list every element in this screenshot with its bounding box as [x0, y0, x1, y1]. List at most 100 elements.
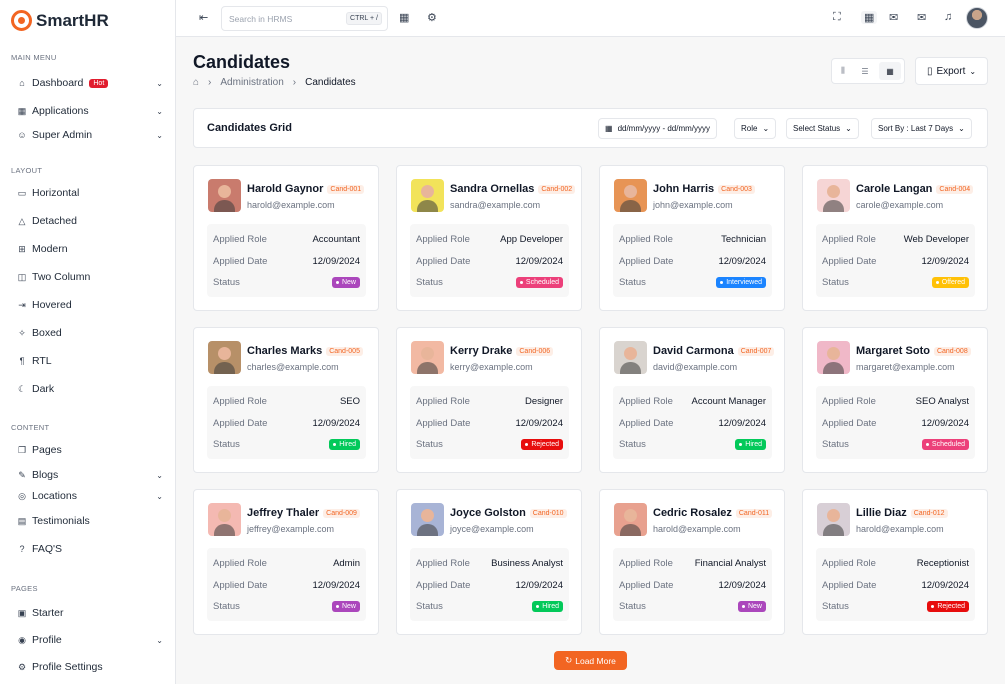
- sidebar-item-starter[interactable]: ▣ Starter: [17, 607, 163, 619]
- list-view-icon[interactable]: ☰: [861, 66, 869, 76]
- sidebar-item-dark[interactable]: ☾ Dark: [17, 383, 163, 395]
- candidate-name[interactable]: David Carmona Cand-007: [653, 345, 775, 357]
- candidate-name[interactable]: Cedric Rosalez Cand-011: [653, 507, 773, 519]
- sidebar-item-blogs[interactable]: ✎ Blogs ⌄: [17, 469, 163, 481]
- candidate-card[interactable]: Lillie Diaz Cand-012 harold@example.com App…: [802, 489, 988, 635]
- mail-icon[interactable]: ✉: [917, 12, 927, 24]
- apps-grid-icon[interactable]: ▦: [399, 12, 410, 24]
- layout-icon[interactable]: ▦: [861, 11, 878, 24]
- candidate-email[interactable]: david@example.com: [653, 362, 738, 372]
- candidate-card[interactable]: Joyce Golston Cand-010 joyce@example.com Ap…: [396, 489, 582, 635]
- status-label: Status: [619, 439, 646, 450]
- sidebar-item-two-column[interactable]: ◫ Two Column: [17, 271, 163, 283]
- collapse-sidebar-icon[interactable]: ⇤: [199, 12, 209, 24]
- candidate-email[interactable]: margaret@example.com: [856, 362, 955, 372]
- settings-icon[interactable]: ⚙: [427, 12, 437, 24]
- candidate-name[interactable]: Sandra Ornellas Cand-002: [450, 183, 576, 195]
- user-avatar[interactable]: [966, 7, 988, 29]
- status-row: Status New: [213, 277, 360, 288]
- candidate-info: Applied Role Business Analyst Applied Date…: [410, 548, 569, 621]
- candidate-card[interactable]: Carole Langan Cand-004 carole@example.com A…: [802, 165, 988, 311]
- export-button[interactable]: ▯ Export ⌄: [915, 57, 988, 85]
- fullscreen-icon[interactable]: ⛶: [833, 11, 841, 23]
- applied-date-label: Applied Date: [416, 256, 471, 267]
- candidate-photo: [817, 503, 850, 536]
- sidebar-item-dashboard[interactable]: ⌂ Dashboard Hot ⌄: [17, 77, 163, 89]
- sidebar-item-super-admin[interactable]: ☺ Super Admin ⌄: [17, 129, 163, 141]
- candidate-name[interactable]: Jeffrey Thaler Cand-009: [247, 507, 360, 519]
- candidate-email[interactable]: kerry@example.com: [450, 362, 533, 372]
- candidate-name[interactable]: Kerry Drake Cand-006: [450, 345, 554, 357]
- candidate-email[interactable]: john@example.com: [653, 200, 733, 210]
- candidate-email[interactable]: joyce@example.com: [450, 524, 534, 534]
- search-input[interactable]: Search in HRMS CTRL + /: [221, 6, 388, 31]
- status-label: Status: [213, 439, 240, 450]
- candidate-card[interactable]: Cedric Rosalez Cand-011 harold@example.com…: [599, 489, 785, 635]
- candidate-email[interactable]: carole@example.com: [856, 200, 944, 210]
- sidebar-item-horizontal[interactable]: ▭ Horizontal: [17, 187, 163, 199]
- candidate-email[interactable]: harold@example.com: [247, 200, 335, 210]
- hot-badge: Hot: [89, 78, 109, 88]
- candidate-name[interactable]: John Harris Cand-003: [653, 183, 755, 195]
- sort-filter[interactable]: Sort By : Last 7 Days ⌄: [871, 118, 972, 139]
- status-label: Status: [416, 277, 443, 288]
- sidebar-item-faqs[interactable]: ? FAQ'S: [17, 543, 163, 555]
- sidebar-item-pages[interactable]: ❐ Pages: [17, 444, 163, 456]
- status-label: Status: [213, 601, 240, 612]
- candidate-name[interactable]: Margaret Soto Cand-008: [856, 345, 971, 357]
- search-shortcut: CTRL + /: [346, 12, 382, 25]
- candidate-card[interactable]: Kerry Drake Cand-006 kerry@example.com Appl…: [396, 327, 582, 473]
- candidate-name[interactable]: Lillie Diaz Cand-012: [856, 507, 948, 519]
- applied-date-row: Applied Date 12/09/2024: [213, 418, 360, 429]
- sidebar-item-profile[interactable]: ◉ Profile ⌄: [17, 634, 163, 646]
- candidate-name[interactable]: Charles Marks Cand-005: [247, 345, 363, 357]
- sidebar-item-label: Dark: [32, 383, 55, 395]
- applied-date-row: Applied Date 12/09/2024: [416, 256, 563, 267]
- chat-icon[interactable]: ✉: [889, 12, 899, 24]
- applied-date-value: 12/09/2024: [718, 580, 766, 591]
- candidate-email[interactable]: jeffrey@example.com: [247, 524, 335, 534]
- candidate-email[interactable]: harold@example.com: [856, 524, 944, 534]
- sidebar-item-testimonials[interactable]: ▤ Testimonials: [17, 515, 163, 527]
- candidate-name[interactable]: Harold Gaynor Cand-001: [247, 183, 365, 195]
- sidebar-item-boxed[interactable]: ✧ Boxed: [17, 327, 163, 339]
- candidate-email[interactable]: harold@example.com: [653, 524, 741, 534]
- candidate-card[interactable]: Harold Gaynor Cand-001 harold@example.com A…: [193, 165, 379, 311]
- sidebar-item-applications[interactable]: ▦ Applications ⌄: [17, 105, 163, 117]
- candidate-card[interactable]: Charles Marks Cand-005 charles@example.com…: [193, 327, 379, 473]
- status-badge: Hired: [329, 439, 360, 450]
- sidebar-item-rtl[interactable]: ¶ RTL: [17, 355, 163, 367]
- candidate-card[interactable]: Sandra Ornellas Cand-002 sandra@example.co…: [396, 165, 582, 311]
- status-badge: New: [331, 601, 360, 612]
- candidate-name[interactable]: Carole Langan Cand-004: [856, 183, 974, 195]
- applied-role-row: Applied Role Account Manager: [619, 396, 766, 407]
- applied-role-value: Accountant: [312, 234, 360, 245]
- home-icon[interactable]: ⌂: [193, 77, 200, 88]
- candidate-card[interactable]: John Harris Cand-003 john@example.com Appli…: [599, 165, 785, 311]
- status-filter[interactable]: Select Status ⌄: [786, 118, 859, 139]
- role-filter[interactable]: Role ⌄: [734, 118, 777, 139]
- brand-logo[interactable]: SmartHR: [11, 10, 109, 31]
- candidate-email[interactable]: sandra@example.com: [450, 200, 541, 210]
- notification-bell-icon[interactable]: ♫: [944, 11, 953, 23]
- candidate-card[interactable]: Jeffrey Thaler Cand-009 jeffrey@example.co…: [193, 489, 379, 635]
- candidate-info: Applied Role Technician Applied Date 12/09/…: [613, 224, 772, 297]
- sidebar-item-locations[interactable]: ◎ Locations ⌄: [17, 490, 163, 502]
- applied-date-label: Applied Date: [619, 418, 674, 429]
- date-range-filter[interactable]: ▦ dd/mm/yyyy - dd/mm/yyyy: [598, 118, 718, 139]
- boxed-icon: ✧: [18, 327, 26, 338]
- candidate-email[interactable]: charles@example.com: [247, 362, 339, 372]
- kanban-view-icon[interactable]: ⫼: [841, 66, 845, 75]
- starter-icon: ▣: [17, 607, 27, 618]
- candidate-name[interactable]: Joyce Golston Cand-010: [450, 507, 567, 519]
- grid-view-icon[interactable]: ▦: [879, 62, 901, 80]
- sidebar-item-detached[interactable]: △ Detached: [17, 215, 163, 227]
- candidate-card[interactable]: David Carmona Cand-007 david@example.com Ap…: [599, 327, 785, 473]
- sidebar-item-modern[interactable]: ⊞ Modern: [17, 243, 163, 255]
- candidate-card[interactable]: Margaret Soto Cand-008 margaret@example.co…: [802, 327, 988, 473]
- sidebar-item-profile-settings[interactable]: ⚙ Profile Settings: [17, 661, 163, 673]
- breadcrumb-administration[interactable]: Administration: [220, 77, 284, 88]
- status-badge: Scheduled: [921, 439, 969, 450]
- sidebar-item-hovered[interactable]: ⇥ Hovered: [17, 299, 163, 311]
- load-more-button[interactable]: ↻ Load More: [554, 651, 627, 670]
